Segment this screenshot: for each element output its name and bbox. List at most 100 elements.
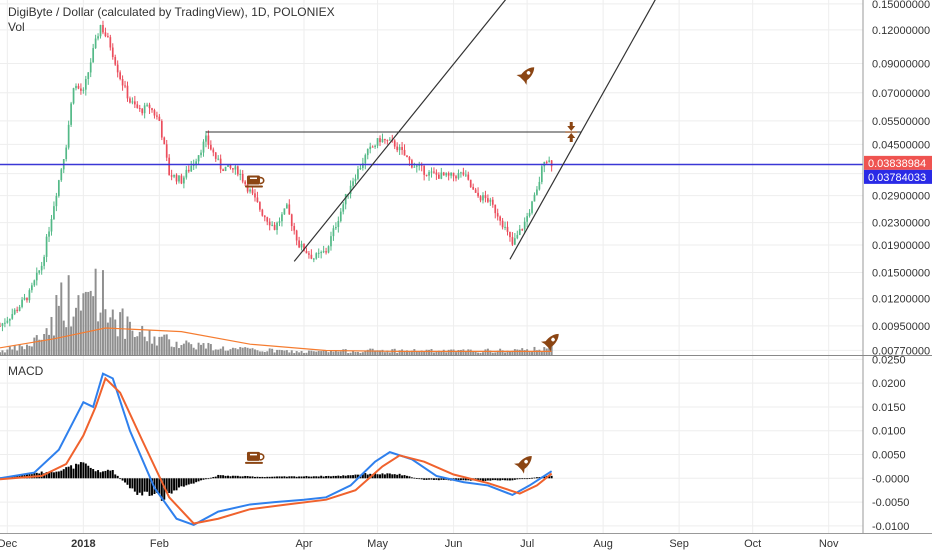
candle-body bbox=[200, 152, 202, 156]
volume-bar bbox=[168, 339, 171, 355]
candle-body bbox=[401, 147, 403, 150]
candle-body bbox=[482, 195, 484, 201]
macd-histogram-bar bbox=[410, 477, 413, 479]
volume-bar bbox=[119, 312, 122, 355]
volume-bar bbox=[379, 350, 381, 355]
volume-bar bbox=[528, 352, 531, 355]
candle-body bbox=[317, 252, 320, 254]
volume-bar bbox=[474, 351, 477, 355]
macd-histogram-bar bbox=[432, 478, 435, 480]
macd-histogram-bar bbox=[285, 476, 288, 479]
volume-bar bbox=[425, 349, 428, 355]
candle-body bbox=[384, 138, 386, 141]
macd-histogram-bar bbox=[192, 478, 195, 484]
candle-body bbox=[386, 140, 389, 142]
macd-histogram-bar bbox=[477, 478, 480, 481]
macd-histogram-bar bbox=[62, 469, 65, 479]
macd-histogram-bar bbox=[92, 469, 95, 479]
candle-body bbox=[518, 229, 521, 235]
candle-body bbox=[151, 108, 153, 111]
volume-bar bbox=[280, 350, 283, 355]
macd-histogram-bar bbox=[548, 475, 551, 479]
labels: DigiByte / Dollar (calculated by Trading… bbox=[8, 5, 932, 378]
candle-body bbox=[249, 189, 251, 192]
macd-histogram-bar bbox=[138, 478, 141, 493]
volume-bar bbox=[450, 349, 453, 355]
coffee-cup-icon[interactable] bbox=[244, 451, 265, 464]
candle-body bbox=[320, 252, 323, 254]
candle-body bbox=[308, 253, 310, 255]
volume-pane bbox=[0, 268, 553, 355]
macd-histogram-bar bbox=[383, 474, 386, 479]
macd-histogram-bar bbox=[440, 478, 443, 480]
candle-body bbox=[111, 47, 114, 58]
macd-histogram-bar bbox=[239, 476, 242, 479]
candle-body bbox=[388, 139, 391, 141]
macd-histogram-bar bbox=[124, 478, 127, 483]
volume-bar bbox=[33, 337, 36, 355]
macd-histogram-bar bbox=[114, 474, 117, 479]
candle-body bbox=[335, 227, 337, 229]
candle-body bbox=[229, 164, 232, 169]
macd-histogram-bar bbox=[87, 465, 90, 479]
volume-bar bbox=[227, 350, 229, 355]
macd-histogram-bar bbox=[307, 476, 310, 479]
macd-histogram-bar bbox=[425, 478, 428, 480]
volume-bar bbox=[155, 345, 158, 355]
volume-bar bbox=[204, 348, 207, 355]
macd-histogram-bar bbox=[379, 474, 381, 479]
macd-histogram-bar bbox=[48, 472, 51, 479]
candle-body bbox=[187, 169, 190, 172]
candle-body bbox=[509, 231, 511, 238]
macd-histogram-bar bbox=[236, 475, 239, 479]
candle-body bbox=[212, 149, 215, 153]
rocket-icon[interactable] bbox=[541, 329, 564, 352]
volume-bar bbox=[75, 307, 77, 355]
candle-body bbox=[310, 254, 313, 259]
macd-histogram-bar bbox=[415, 478, 418, 479]
drawings[interactable] bbox=[0, 0, 863, 262]
candle-body bbox=[315, 253, 318, 259]
time-tick-label: Jul bbox=[520, 538, 534, 550]
macd-histogram-bar bbox=[508, 478, 511, 481]
volume-bar bbox=[462, 349, 465, 355]
macd-histogram-bar bbox=[349, 475, 352, 479]
macd-histogram-bar bbox=[521, 478, 524, 480]
volume-bar bbox=[388, 352, 391, 355]
rocket-icon[interactable] bbox=[516, 62, 540, 85]
candle-body bbox=[445, 173, 448, 176]
volume-bar bbox=[371, 348, 374, 355]
macd-histogram-bar bbox=[246, 476, 249, 479]
volume-bar bbox=[60, 282, 63, 355]
volume-bar bbox=[8, 346, 11, 355]
candle-body bbox=[26, 297, 28, 301]
rocket-icon[interactable] bbox=[514, 451, 537, 474]
volume-bar bbox=[23, 349, 26, 355]
volume-bar bbox=[231, 347, 234, 355]
arrows-in-icon[interactable] bbox=[565, 122, 578, 143]
price-tick-label: 0.07000000 bbox=[872, 88, 930, 100]
volume-bar bbox=[111, 309, 114, 355]
candle-body bbox=[241, 173, 244, 182]
candle-body bbox=[300, 243, 303, 248]
macd-histogram-bar bbox=[494, 478, 497, 481]
candle-body bbox=[138, 107, 141, 109]
time-tick-label: Nov bbox=[819, 538, 839, 550]
volume-bar bbox=[209, 344, 212, 355]
macd-histogram-bar bbox=[337, 475, 340, 479]
volume-bar bbox=[317, 350, 320, 355]
macd-histogram-bar bbox=[398, 473, 401, 479]
icons[interactable] bbox=[244, 62, 578, 474]
coffee-cup-icon[interactable] bbox=[244, 175, 265, 188]
candle-body bbox=[325, 251, 327, 253]
macd-histogram-bar bbox=[52, 472, 55, 479]
macd-histogram-bar bbox=[111, 470, 114, 479]
macd-histogram-bar bbox=[175, 478, 178, 491]
volume-bar bbox=[376, 350, 379, 355]
time-tick-label: Sep bbox=[669, 538, 689, 550]
candle-body bbox=[143, 105, 146, 114]
volume-bar bbox=[327, 352, 330, 355]
time-tick-label: Jun bbox=[445, 538, 463, 550]
candle-body bbox=[89, 62, 92, 73]
